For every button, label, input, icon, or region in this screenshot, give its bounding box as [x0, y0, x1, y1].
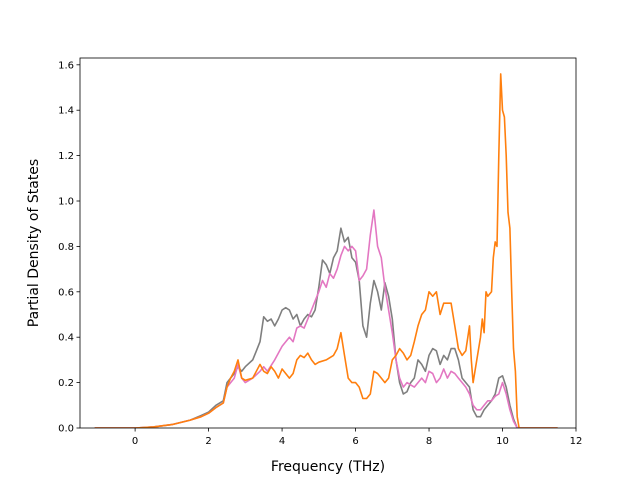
- x-tick-label: 0: [132, 436, 138, 447]
- x-tick-label: 12: [570, 436, 583, 447]
- series-line-1: [94, 227, 558, 428]
- x-tick-label: 2: [205, 436, 211, 447]
- y-tick-label: 1.2: [58, 151, 74, 162]
- y-tick-label: 0.8: [58, 242, 74, 253]
- y-tick-label: 0.0: [58, 424, 74, 435]
- plot-area: [94, 73, 558, 428]
- x-tick-label: 8: [426, 436, 432, 447]
- x-tick-label: 4: [279, 436, 285, 447]
- x-tick-label: 6: [352, 436, 358, 447]
- series-line-3: [94, 73, 558, 428]
- x-tick-label: 10: [496, 436, 509, 447]
- series-line-2: [94, 209, 558, 428]
- y-tick-label: 0.6: [58, 287, 74, 298]
- y-tick-label: 0.4: [58, 333, 74, 344]
- y-tick-label: 1.4: [58, 106, 74, 117]
- y-tick-label: 1.6: [58, 60, 74, 71]
- axis-ticks: 0 2 4 6 8 10 12 0.0 0.2 0.4 0.6 0.8 1.0 1.2 1.4 1.6: [58, 60, 582, 447]
- y-tick-label: 0.2: [58, 378, 74, 389]
- y-axis-label: Partial Density of States: [26, 159, 42, 327]
- y-tick-label: 1.0: [58, 197, 74, 208]
- x-axis-label: Frequency (THz): [271, 459, 385, 475]
- plot-frame: [79, 57, 577, 429]
